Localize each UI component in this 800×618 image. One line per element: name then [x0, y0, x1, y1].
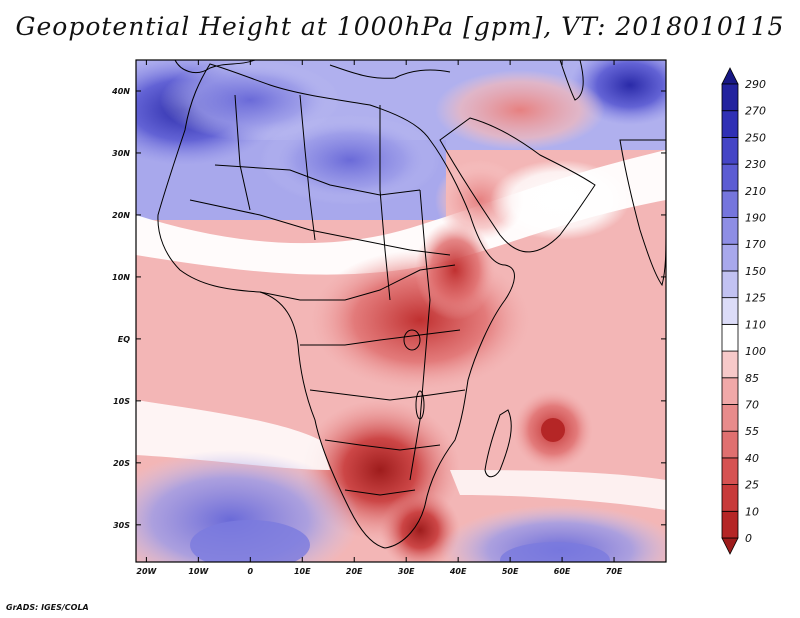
lon-tick-label: 60E — [554, 567, 571, 576]
colorbar-label: 85 — [745, 372, 759, 385]
lat-tick-label: 40N — [111, 87, 130, 96]
lat-tick-label: 30N — [112, 149, 130, 158]
credit-label: GrADS: IGES/COLA — [6, 603, 89, 612]
map-axes: 20W 10W 0 10E 20E 30E 40E 50E 60E 70E 40N 30N 20N 10N… — [111, 60, 666, 576]
colorbar-label: 70 — [745, 398, 759, 411]
lon-tick-label: 10E — [294, 567, 311, 576]
colorbar-swatch — [721, 404, 739, 432]
colorbar-label: 55 — [745, 425, 759, 438]
colorbar-label: 290 — [745, 78, 766, 91]
colorbar-min-arrow — [721, 537, 739, 555]
colorbar-swatch — [721, 163, 739, 192]
lat-tick-label: 30S — [113, 521, 130, 530]
colorbar-swatch — [721, 83, 739, 112]
colorbar-swatch — [721, 190, 739, 218]
colorbar-label: 190 — [745, 212, 766, 225]
lat-tick-label: 20S — [113, 459, 130, 468]
colorbar-label: 25 — [745, 479, 759, 492]
lon-tick-label: 40E — [449, 567, 467, 576]
colorbar-swatch — [721, 457, 739, 485]
lat-tick-label: 10N — [112, 273, 130, 282]
lon-tick-label: 0 — [248, 567, 254, 576]
plot-frame — [135, 59, 667, 563]
colorbar-label: 230 — [745, 158, 766, 171]
lon-tick-label: 70E — [606, 567, 623, 576]
lon-tick-label: 30E — [398, 567, 415, 576]
colorbar-swatch — [721, 377, 739, 405]
colorbar-swatch — [721, 243, 739, 272]
colorbar-label: 210 — [745, 185, 766, 198]
colorbar-label: 110 — [745, 318, 766, 331]
height-field — [136, 60, 666, 562]
colorbar-label: 250 — [745, 131, 766, 144]
colorbar-swatch — [721, 110, 739, 138]
lat-tick-label: 10S — [113, 397, 130, 406]
colorbar-label: 100 — [745, 345, 766, 358]
colorbar-label: 0 — [745, 532, 752, 545]
colorbar-swatch — [721, 323, 739, 352]
coastlines — [157, 60, 666, 549]
colorbar-max-arrow — [721, 67, 739, 85]
colorbar-label: 10 — [745, 505, 759, 518]
colorbar-label: 40 — [745, 452, 759, 465]
lon-tick-label: 20E — [346, 567, 363, 576]
colorbar-swatch — [721, 297, 739, 325]
colorbar-swatch — [721, 510, 739, 539]
colorbar-swatch — [721, 484, 739, 512]
lat-tick-label: EQ — [118, 335, 130, 344]
lon-tick-label: 50E — [502, 567, 519, 576]
colorbar-label: 270 — [745, 105, 766, 118]
colorbar-swatch — [721, 350, 739, 379]
colorbar-swatch — [721, 270, 739, 299]
colorbar-label: 150 — [745, 265, 766, 278]
lon-tick-label: 10W — [188, 567, 209, 576]
colorbar-swatch — [721, 137, 739, 165]
lon-tick-label: 20W — [136, 567, 157, 576]
lat-tick-label: 20N — [112, 211, 130, 220]
colorbar-swatch — [721, 217, 739, 245]
colorbar: 0 10 25 40 55 70 85 100 110 125 150 170 190 210 230 250… — [721, 67, 766, 555]
colorbar-label: 125 — [745, 292, 766, 305]
colorbar-label: 170 — [745, 238, 766, 251]
map-title: Geopotential Height at 1000hPa [gpm], VT… — [15, 12, 785, 41]
colorbar-swatch — [721, 430, 739, 459]
